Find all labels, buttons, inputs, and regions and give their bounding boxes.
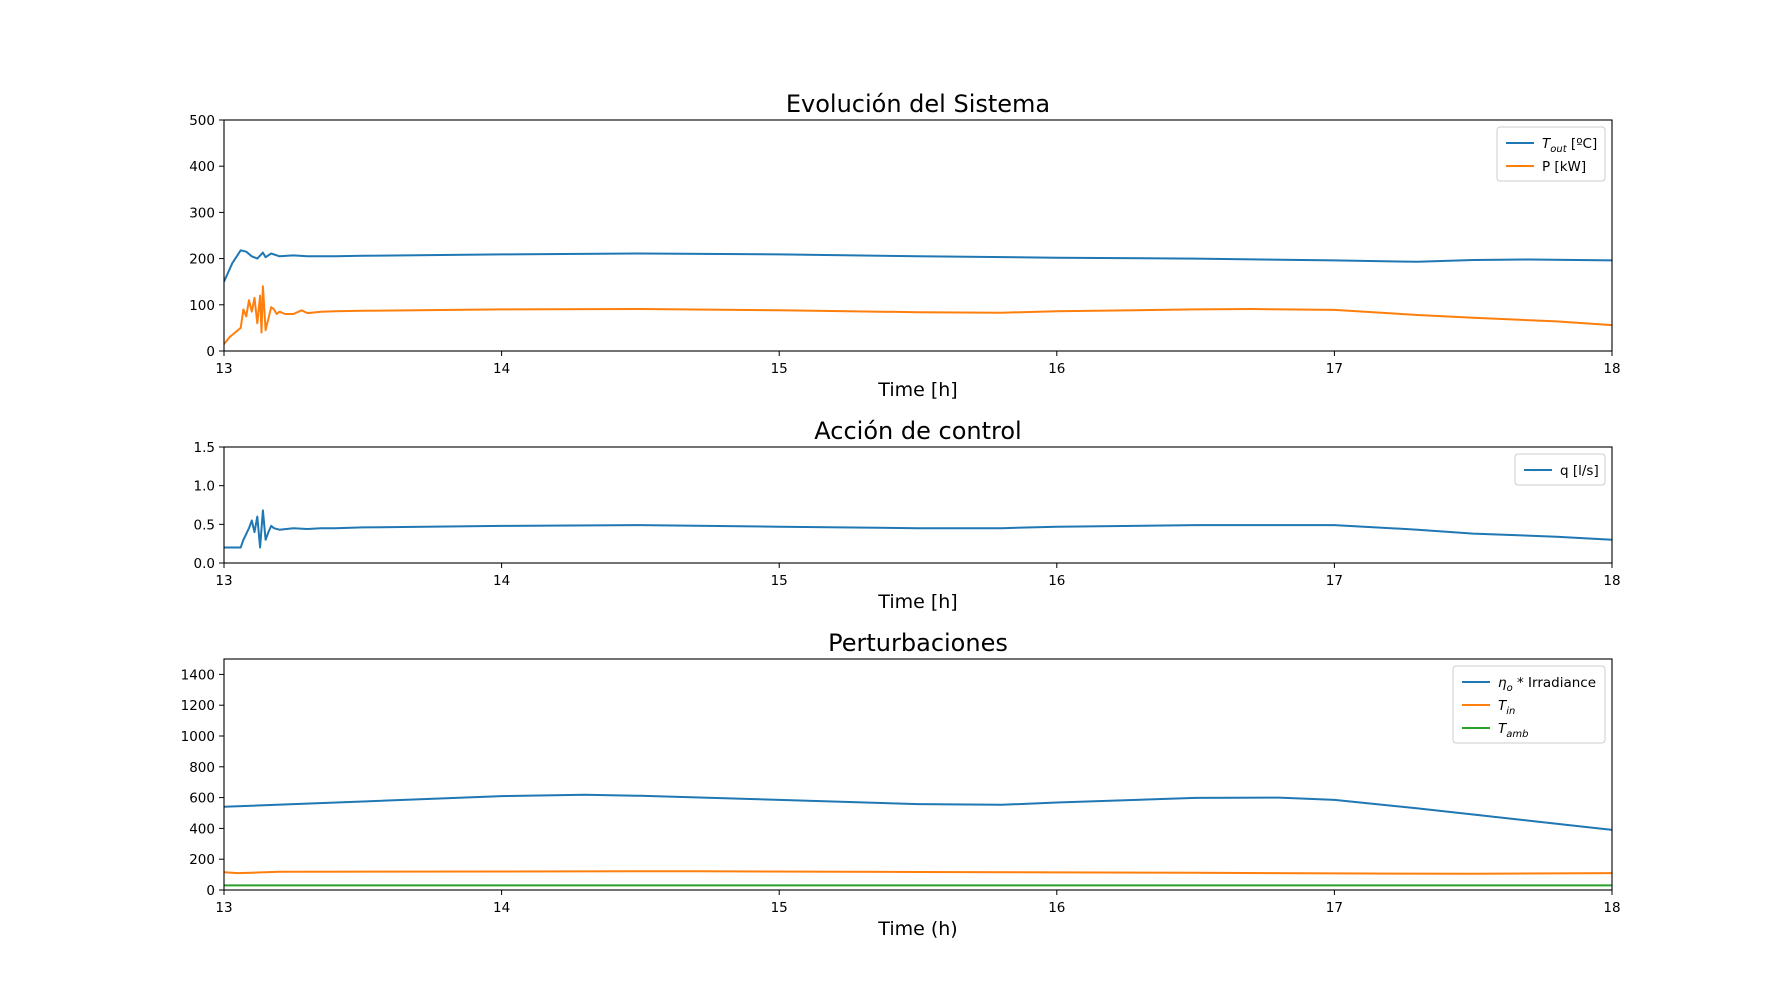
x-tick-label: 13 <box>215 573 232 589</box>
y-tick-label: 600 <box>189 791 215 807</box>
x-tick-label: 17 <box>1326 361 1343 377</box>
x-axis-label: Time [h] <box>877 379 957 401</box>
y-tick-label: 200 <box>189 852 215 868</box>
legend: ηo * Irradiance Tin Tamb <box>1452 665 1606 744</box>
series-line-1 <box>224 249 1612 283</box>
series-line-2 <box>224 870 1612 875</box>
chart-title: Acción de control <box>814 417 1021 445</box>
x-tick-label: 13 <box>215 361 232 377</box>
x-tick-label: 18 <box>1603 573 1620 589</box>
legend: Tout [ºC] P [kW] <box>1496 126 1606 182</box>
y-tick-label: 100 <box>189 298 215 314</box>
legend-entry-2: P [kW] <box>1542 159 1586 175</box>
plot-area <box>223 658 1613 891</box>
x-axis-label: Time [h] <box>877 591 957 613</box>
x-tick-label: 16 <box>1048 361 1065 377</box>
x-tick-label: 15 <box>771 900 788 916</box>
x-tick-label: 16 <box>1048 573 1065 589</box>
chart-panel-3: Perturbaciones 13 14 15 16 17 18 0 200 400 600 800 1… <box>181 629 1621 940</box>
x-tick-label: 14 <box>493 900 510 916</box>
y-tick-label: 0 <box>206 883 215 899</box>
y-tick-label: 0.5 <box>194 517 215 533</box>
series-line-1 <box>224 793 1612 831</box>
legend-frame <box>1514 453 1606 486</box>
x-tick-label: 18 <box>1603 900 1620 916</box>
chart-title: Evolución del Sistema <box>786 90 1050 118</box>
y-tick-label: 0 <box>206 344 215 360</box>
legend-entry-1: q [l/s] <box>1560 463 1599 479</box>
y-tick-label: 1200 <box>181 698 215 714</box>
x-tick-label: 13 <box>215 900 232 916</box>
chart-title: Perturbaciones <box>828 629 1008 657</box>
series-line-1 <box>224 509 1612 549</box>
y-tick-label: 200 <box>189 252 215 268</box>
legend: q [l/s] <box>1514 453 1606 486</box>
plot-area <box>223 446 1613 564</box>
y-tick-label: 1400 <box>181 667 215 683</box>
chart-panel-2: Acción de control 13 14 15 16 17 18 0.0 0.5 1.0 1.… <box>194 417 1621 613</box>
x-tick-label: 15 <box>771 573 788 589</box>
x-tick-label: 14 <box>493 361 510 377</box>
y-tick-label: 1000 <box>181 729 215 745</box>
legend-frame <box>1452 665 1606 744</box>
legend-entry-1: Tout [ºC] <box>1542 136 1597 155</box>
x-tick-label: 15 <box>771 361 788 377</box>
y-tick-label: 1.0 <box>194 479 215 495</box>
plot-area <box>223 119 1613 352</box>
x-tick-label: 17 <box>1326 573 1343 589</box>
y-tick-label: 400 <box>189 821 215 837</box>
y-tick-label: 0.0 <box>194 556 215 572</box>
legend-entry-3: Tamb <box>1498 721 1528 740</box>
series-line-2 <box>224 285 1612 345</box>
y-tick-label: 500 <box>189 113 215 129</box>
x-tick-label: 18 <box>1603 361 1620 377</box>
legend-entry-1: ηo * Irradiance <box>1498 675 1596 694</box>
x-axis-label: Time (h) <box>877 918 957 940</box>
y-tick-label: 1.5 <box>194 440 215 456</box>
y-tick-label: 800 <box>189 760 215 776</box>
x-tick-label: 16 <box>1048 900 1065 916</box>
legend-frame <box>1496 126 1606 182</box>
y-tick-label: 400 <box>189 159 215 175</box>
x-tick-label: 17 <box>1326 900 1343 916</box>
y-tick-label: 300 <box>189 205 215 221</box>
chart-panel-1: Evolución del Sistema 13 14 15 16 17 18 0 100 200… <box>189 90 1620 401</box>
legend-entry-2: Tin <box>1498 698 1515 717</box>
x-tick-label: 14 <box>493 573 510 589</box>
